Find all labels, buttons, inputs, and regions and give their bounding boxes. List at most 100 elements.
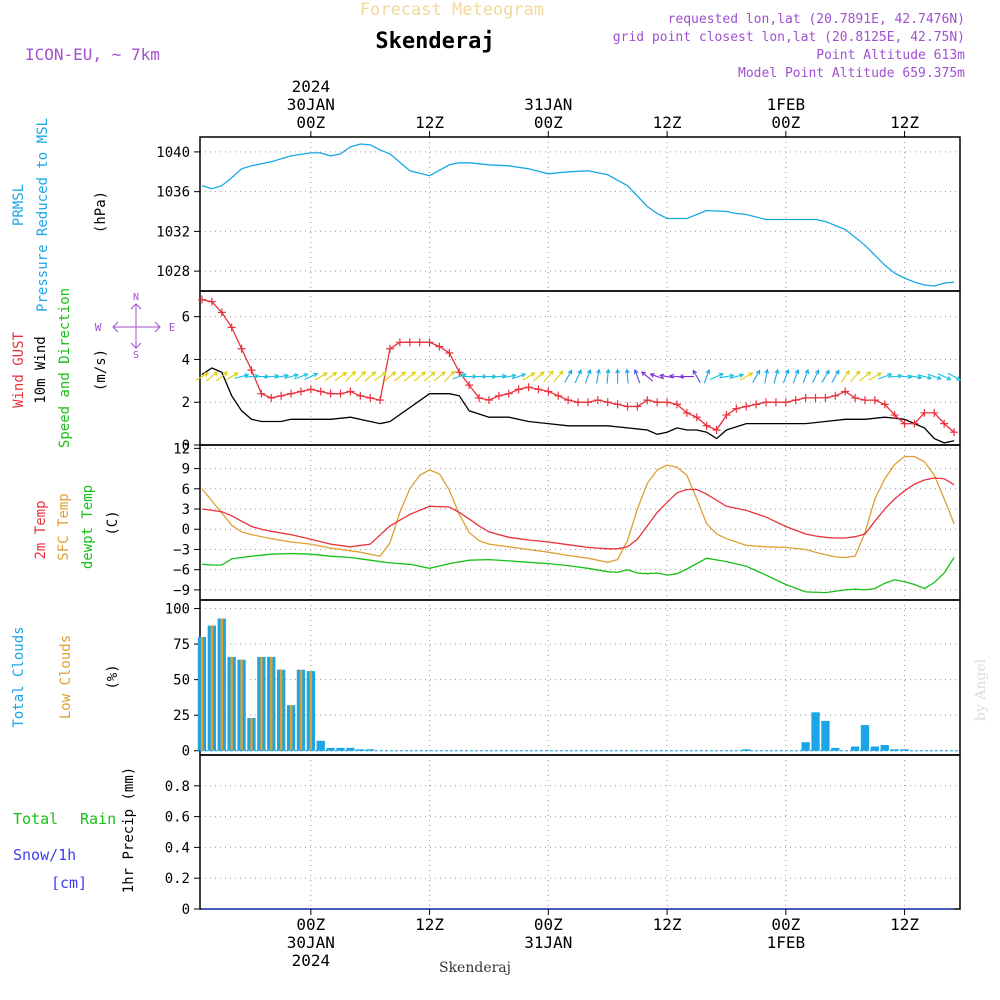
total-cloud-bar (831, 747, 840, 751)
wind-gust-marker (583, 398, 592, 407)
temp-2m-label: 2m Temp (33, 500, 49, 559)
wind-gust-marker (702, 421, 711, 430)
dewpoint-line (201, 552, 955, 594)
wind-direction-arrow (394, 371, 407, 382)
wind-unit: (m/s) (93, 349, 109, 391)
wind-gust-marker (841, 387, 850, 396)
total-cloud-bar (880, 745, 889, 751)
wind-gust-marker (247, 366, 256, 375)
wind-gust-marker (257, 389, 266, 398)
temp-ytick-label: −9 (173, 583, 190, 599)
wind-direction-arrow (907, 374, 923, 380)
wind-gust-marker (197, 295, 206, 304)
wind-gust-marker (564, 396, 573, 405)
wind-direction-arrow (564, 369, 573, 383)
requested-coords: requested lon,lat (20.7891E, 42.7476N) (668, 12, 965, 27)
wind-gust-marker (781, 398, 790, 407)
wind-gust-marker (435, 342, 444, 351)
wind-gust-marker (504, 389, 513, 398)
wind-ytick-label: 0 (182, 438, 190, 454)
wind-direction-arrow (324, 371, 338, 382)
wind-direction-arrow (678, 374, 694, 379)
wind-direction-arrow (739, 372, 754, 381)
wind-gust-marker (524, 383, 533, 392)
wind-direction-arrow (792, 368, 800, 384)
wind-direction-arrow (596, 368, 601, 384)
top-date-label: 31JAN (524, 95, 572, 114)
wind-gust-marker (534, 385, 543, 394)
wind-gust-marker (207, 297, 216, 306)
point-altitude: Point Altitude 613m (816, 48, 965, 63)
wind-direction-arrow (821, 369, 830, 383)
wind-gust-marker (811, 393, 820, 402)
wind-direction-arrow (831, 369, 840, 383)
precip-unit: 1hr Precip (mm) (121, 767, 137, 893)
total-cloud-bar (316, 740, 325, 751)
clouds-ytick-label: 0 (182, 744, 190, 760)
temp-ytick-label: −6 (173, 563, 190, 579)
wind-direction-arrow (334, 371, 348, 382)
precipitation-panel: 0 0.2 0.4 0.6 0.8 (165, 754, 961, 918)
wind-gust-marker (712, 426, 721, 435)
total-cloud-bar (850, 746, 860, 751)
wind-gust-marker (366, 393, 375, 402)
temp-ytick-label: 9 (182, 462, 190, 478)
low-cloud-bar (210, 625, 214, 751)
wind-direction-arrow (274, 373, 290, 379)
wind-direction-arrow (605, 368, 611, 384)
bottom-time-label: 12Z (415, 915, 444, 934)
wind-gust-marker (890, 411, 899, 420)
bottom-date-label: 1FEB (767, 933, 806, 952)
wind-gust-marker (267, 393, 276, 402)
total-cloud-bar (366, 749, 375, 751)
wind-gust-marker (643, 396, 652, 405)
low-cloud-bar (309, 671, 312, 751)
temp-ytick-label: 12 (173, 441, 190, 457)
wind-direction-arrow (345, 370, 357, 382)
wind-gust-marker (484, 396, 493, 405)
wind-direction-arrow (304, 372, 319, 380)
wind-direction-arrow (413, 371, 426, 382)
wind-gust-marker (465, 381, 474, 390)
prmsl-label: PRMSL (11, 184, 27, 226)
wind-direction-arrow (850, 370, 861, 383)
wind-direction-arrow (543, 370, 554, 383)
temp-dew-label: dewpt Temp (80, 485, 96, 569)
top-time-label: 00Z (296, 113, 325, 132)
compass-s: S (133, 350, 139, 361)
bottom-time-label: 00Z (534, 915, 563, 934)
temp-labels: 2m Temp SFC Temp dewpt Temp (C) (33, 485, 121, 569)
wind-direction-arrow (719, 373, 735, 379)
precip-rain-label: Rain (80, 810, 116, 828)
wind-gust-marker (950, 428, 959, 437)
clouds-ytick-label: 100 (165, 602, 190, 618)
low-cloud-bar (270, 656, 273, 751)
wind-direction-arrow (423, 371, 436, 382)
wind-gust-marker (692, 413, 701, 422)
low-cloud-bar (230, 656, 233, 751)
location-title: Skenderaj (375, 29, 494, 54)
wind-direction-arrow (501, 373, 517, 379)
wind-gust-marker (653, 398, 662, 407)
wind-direction-arrow (433, 371, 446, 382)
wind-direction-arrow (574, 369, 582, 384)
wind-gust-marker (762, 398, 771, 407)
total-cloud-bar (860, 725, 870, 751)
wind-gust-marker (801, 393, 810, 402)
wind-gust-marker (326, 389, 335, 398)
wind-gust-marker (593, 396, 602, 405)
wind-ytick-label: 2 (182, 395, 190, 411)
wind-direction-arrow (878, 373, 893, 380)
wind-gust-marker (752, 400, 761, 409)
wind-direction-arrow (773, 368, 780, 384)
forecast-title: Forecast Meteogram (360, 0, 544, 20)
wind-direction-arrow (384, 371, 397, 382)
wind-gust-marker (623, 402, 632, 411)
cloud-labels: Total Clouds Low Clouds (%) (11, 626, 121, 727)
wind-gust-marker (732, 404, 741, 413)
wind-gust-marker (682, 408, 691, 417)
bottom-time-label: 00Z (771, 915, 800, 934)
wind-gust-marker (603, 398, 612, 407)
wind-gust-marker (940, 419, 949, 428)
sfc-temp-line (201, 455, 955, 563)
